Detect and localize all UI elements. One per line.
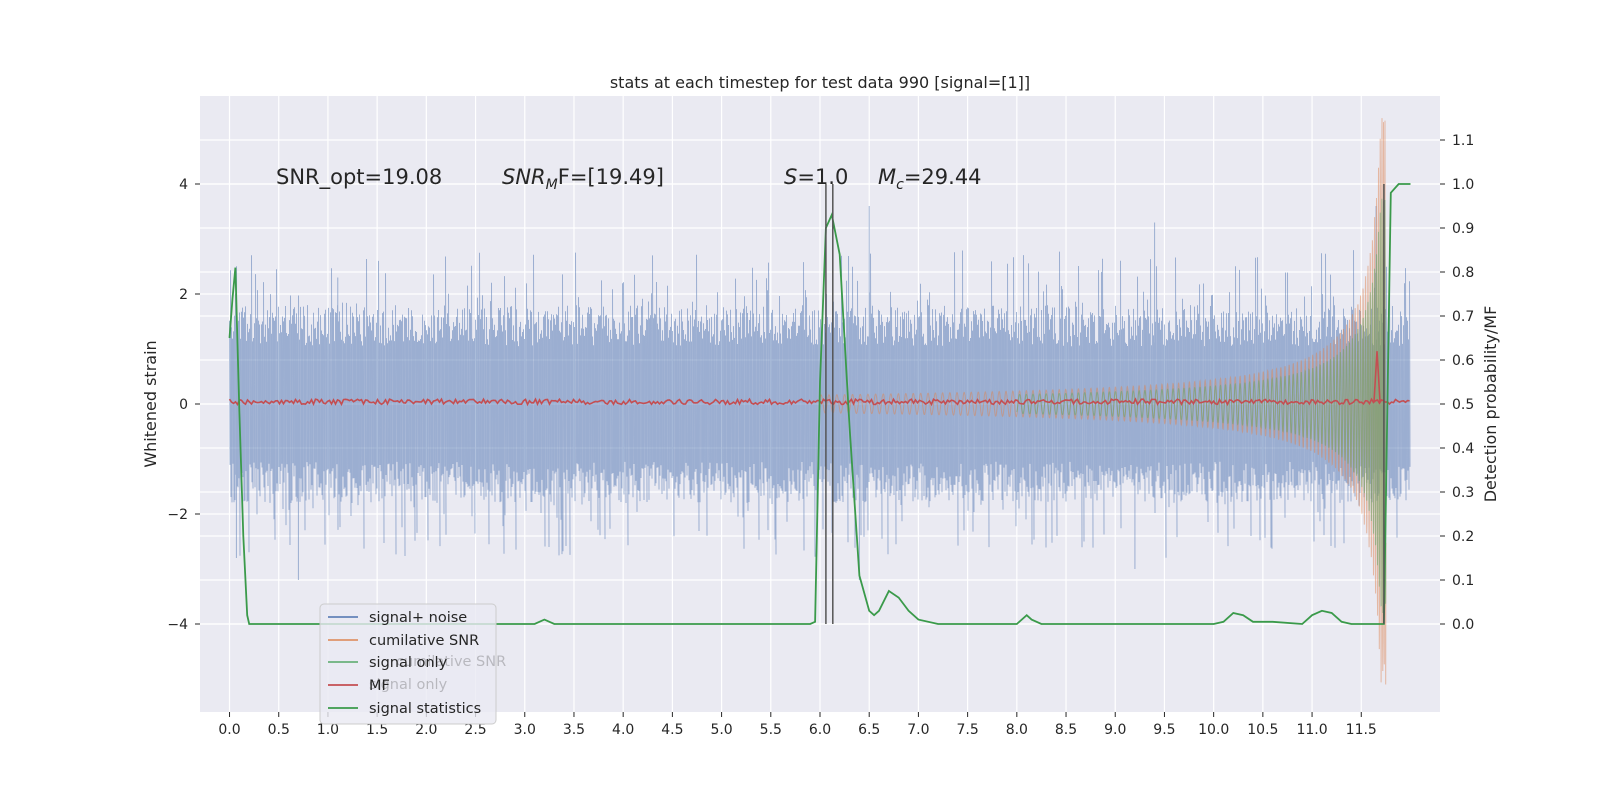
legend-ghost-cumulative-snr: cumilative SNR [396,654,506,670]
legend-label-signal-only: signal only [369,655,448,671]
yr-tick-label-4: 0.4 [1452,441,1474,457]
yr-tick-label-9: 0.9 [1452,221,1474,237]
x-tick-label-2: 1.0 [317,722,339,738]
legend-label-signal-statistics: signal statistics [369,701,481,717]
yr-tick-label-0: 0.0 [1452,617,1474,633]
vertical-lines [825,184,1385,624]
annotation-mc-symbol: M [878,165,896,189]
legend: cumilative SNR signal only signal+ noise… [319,603,506,725]
legend-ghost-signal-only: signal only [369,677,448,693]
legend-label-signal-noise: signal+ noise [369,610,467,626]
yr-tick-label-11: 1.1 [1452,133,1474,149]
annotation-s: S=1.0 [784,165,848,189]
annotation-snr-mf-sub: M [546,177,558,193]
annotation-mc-value: =29.44 [904,165,982,189]
chart-title: stats at each timestep for test data 990… [610,73,1030,92]
x-tick-label-8: 4.0 [612,722,634,738]
series-signal-only [1016,198,1387,614]
y-tick-label-2: 0 [179,397,188,413]
x-tick-label-19: 9.5 [1153,722,1175,738]
annotation-s-value: =1.0 [797,165,848,189]
y-right-axis-label: Detection probability/MF [1481,306,1500,503]
x-tick-label-5: 2.5 [464,722,486,738]
yr-tick-label-2: 0.2 [1452,529,1474,545]
y-tick-labels: −4 −2 0 2 4 [167,177,200,633]
yr-tick-label-8: 0.8 [1452,265,1474,281]
x-tick-label-23: 11.5 [1346,722,1377,738]
y-tick-label-0: −4 [167,617,188,633]
yr-tick-label-7: 0.7 [1452,309,1474,325]
annotation-mc-sub: c [896,177,904,193]
x-tick-label-20: 10.0 [1198,722,1229,738]
yr-tick-label-5: 0.5 [1452,397,1474,413]
x-tick-label-14: 7.0 [907,722,929,738]
x-tick-label-1: 0.5 [268,722,290,738]
y-axis-label: Whitened strain [141,340,160,467]
x-tick-label-6: 3.0 [514,722,536,738]
annotation-snr-opt: SNR_opt=19.08 [276,165,442,190]
annotation-s-symbol: S [784,165,797,189]
x-tick-label-15: 7.5 [956,722,978,738]
yr-tick-label-1: 0.1 [1452,573,1474,589]
annotation-snr-mf: SNRMF=[19.49] [502,165,664,193]
x-tick-label-3: 1.5 [366,722,388,738]
yr-tick-label-3: 0.3 [1452,485,1474,501]
legend-label-cumulative-snr: cumilative SNR [369,633,479,649]
x-tick-label-4: 2.0 [415,722,437,738]
legend-label-mf: MF [369,678,390,694]
x-tick-label-0: 0.0 [218,722,240,738]
legend-box [319,603,497,725]
annotation-snr-mf-rest: F=[19.49] [558,165,664,189]
annotation-mc: Mc=29.44 [878,165,982,193]
x-tick-label-17: 8.5 [1055,722,1077,738]
y-tick-label-3: 2 [179,287,188,303]
y-tick-label-1: −2 [167,507,188,523]
x-tick-label-10: 5.0 [710,722,732,738]
x-tick-label-21: 10.5 [1247,722,1278,738]
x-tick-label-11: 5.5 [760,722,782,738]
x-tick-label-18: 9.0 [1104,722,1126,738]
y-tick-label-4: 4 [179,177,188,193]
x-tick-label-7: 3.5 [563,722,585,738]
x-tick-label-9: 4.5 [661,722,683,738]
series-cumulative-snr [819,118,1387,685]
x-tick-labels: 0.0 0.5 1.0 1.5 2.0 2.5 3.0 3.5 4.0 4.5 5.0 5.5 6.0 6… [218,712,1377,738]
annotation-snr-mf-main: SNR [502,165,546,189]
yr-tick-label-6: 0.6 [1452,353,1474,369]
x-tick-label-16: 8.0 [1006,722,1028,738]
y-right-tick-labels: 0.0 0.1 0.2 0.3 0.4 0.5 0.6 0.7 0.8 0.9 1.0 1.1 [1440,133,1474,633]
x-tick-label-13: 6.5 [858,722,880,738]
yr-tick-label-10: 1.0 [1452,177,1474,193]
x-tick-label-22: 11.0 [1296,722,1327,738]
x-tick-label-12: 6.0 [809,722,831,738]
